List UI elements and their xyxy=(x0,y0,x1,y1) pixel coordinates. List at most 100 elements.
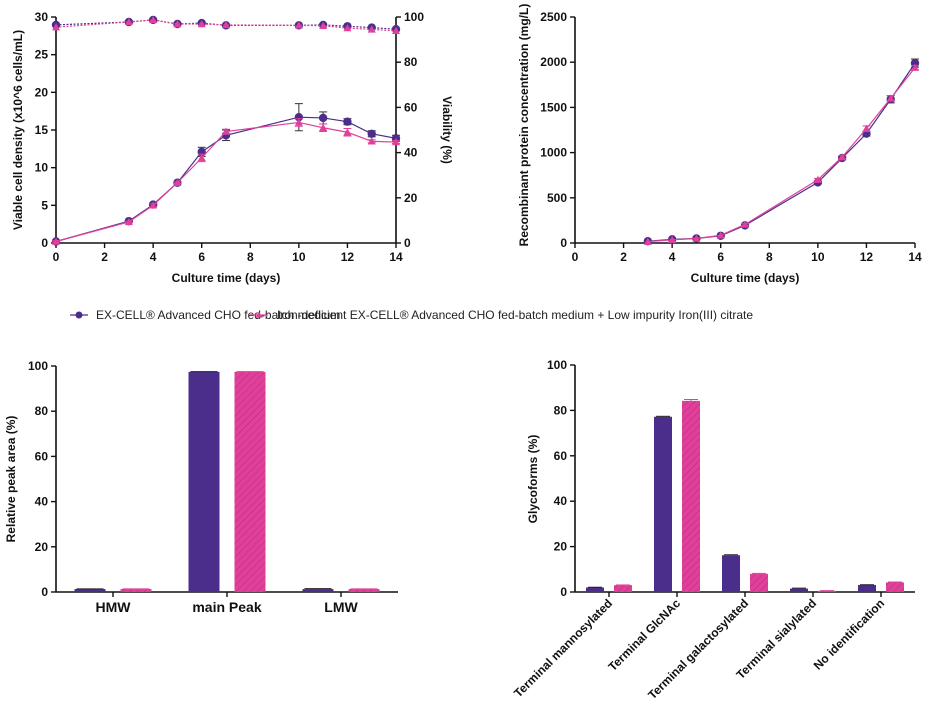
x-tick-label: 8 xyxy=(766,250,773,264)
x-tick-label: 10 xyxy=(292,250,306,264)
category-label: main Peak xyxy=(192,599,261,615)
y-tick-label: 20 xyxy=(35,540,49,554)
y-tick-label: 100 xyxy=(547,358,567,372)
data-point xyxy=(343,128,352,136)
y-tick-label: 100 xyxy=(28,359,48,373)
data-point xyxy=(318,113,328,123)
y2-tick-label: 20 xyxy=(404,191,418,205)
bar-standard xyxy=(858,584,876,592)
bar-standard xyxy=(302,589,334,592)
bar-iron-deficient xyxy=(348,589,380,592)
data-point xyxy=(716,231,725,239)
data-point xyxy=(886,94,895,102)
series-line xyxy=(55,19,397,32)
data-point xyxy=(173,20,182,28)
legend-label-1: Iron-deficient EX-CELL® Advanced CHO fed… xyxy=(277,308,753,322)
c3-ylabel: Glycoforms (%) xyxy=(526,435,540,524)
x-tick-label: 12 xyxy=(860,250,874,264)
y-tick-label: 40 xyxy=(554,494,568,508)
data-point xyxy=(911,63,919,71)
y-tick-label: 1500 xyxy=(540,100,567,114)
data-point xyxy=(668,235,677,244)
x-tick-label: 12 xyxy=(341,250,355,264)
y-tick-label: 60 xyxy=(554,449,568,463)
data-point xyxy=(173,178,182,186)
data-point xyxy=(367,25,376,33)
y2-tick-label: 100 xyxy=(404,10,424,24)
data-point xyxy=(149,201,158,209)
series-3 xyxy=(52,15,400,34)
viable-cell-density-chart: Viable cell density (x10^6 cells/mL) Via… xyxy=(11,10,454,285)
legend-triangle-marker-icon xyxy=(255,311,263,318)
x-tick-label: 6 xyxy=(717,250,724,264)
x-tick-label: 14 xyxy=(908,250,922,264)
data-point xyxy=(392,26,400,34)
series-1 xyxy=(643,63,919,245)
x-tick-label: 6 xyxy=(198,250,205,264)
y-tick-label: 1000 xyxy=(540,146,567,160)
c0-y2label: Viability (%) xyxy=(440,96,454,164)
legend-circle-marker-icon xyxy=(75,311,83,319)
data-point xyxy=(813,175,822,183)
y-tick-label: 80 xyxy=(554,403,568,417)
data-point xyxy=(222,127,230,135)
series-line xyxy=(647,62,916,242)
data-point xyxy=(294,21,303,29)
series-1 xyxy=(52,118,400,245)
data-point xyxy=(52,23,60,31)
data-point xyxy=(367,137,376,145)
y-tick-label: 30 xyxy=(35,10,49,24)
category-label: LMW xyxy=(324,599,358,615)
bar-standard xyxy=(188,371,220,592)
bar-iron-deficient xyxy=(886,582,904,592)
x-tick-label: 0 xyxy=(572,250,579,264)
data-point xyxy=(319,21,328,30)
y-tick-label: 15 xyxy=(35,123,49,137)
category-label: Terminal GlcNAc xyxy=(605,596,683,674)
y-tick-label: 25 xyxy=(35,48,49,62)
series-0 xyxy=(51,103,401,246)
x-tick-label: 2 xyxy=(620,250,627,264)
bar-iron-deficient xyxy=(120,589,152,592)
series-line xyxy=(647,67,916,243)
x-tick-label: 14 xyxy=(389,250,403,264)
y2-tick-label: 60 xyxy=(404,100,418,114)
data-point xyxy=(149,15,158,24)
y-tick-label: 0 xyxy=(560,236,567,250)
bar-iron-deficient xyxy=(682,400,700,592)
c2-ylabel: Relative peak area (%) xyxy=(4,416,18,543)
bar-standard xyxy=(586,587,604,592)
y-tick-label: 500 xyxy=(547,191,567,205)
legend: EX-CELL® Advanced CHO fed-batch medium I… xyxy=(70,308,753,322)
y-tick-label: 20 xyxy=(554,540,568,554)
c1-ylabel: Recombinant protein concentration (mg/L) xyxy=(517,4,531,247)
series-0 xyxy=(643,58,920,246)
bar-iron-deficient xyxy=(750,573,768,592)
data-point xyxy=(343,117,352,126)
data-point xyxy=(692,234,701,242)
c0-ylabel: Viable cell density (x10^6 cells/mL) xyxy=(11,30,25,230)
relative-peak-area-chart: Relative peak area (%) 0 20 40 60 80 100 HMW ma… xyxy=(4,359,398,615)
y2-tick-label: 0 xyxy=(404,236,411,250)
data-point xyxy=(124,17,133,26)
y-tick-label: 40 xyxy=(35,495,49,509)
data-point xyxy=(319,123,328,131)
data-point xyxy=(197,153,206,162)
y2-tick-label: 40 xyxy=(404,146,418,160)
data-point xyxy=(52,237,60,245)
y-tick-label: 20 xyxy=(35,85,49,99)
category-label: HMW xyxy=(96,599,132,615)
y-tick-label: 0 xyxy=(560,585,567,599)
legend-label-0: EX-CELL® Advanced CHO fed-batch medium xyxy=(96,308,340,322)
data-point xyxy=(392,138,400,146)
data-point xyxy=(197,20,206,28)
data-point xyxy=(367,129,376,138)
c0-xlabel: Culture time (days) xyxy=(172,271,281,285)
glycoforms-chart: Glycoforms (%) 0 20 40 60 80 100 Terminal mann… xyxy=(511,358,915,702)
x-tick-label: 0 xyxy=(53,250,60,264)
legend-item-0: EX-CELL® Advanced CHO fed-batch medium xyxy=(70,308,340,322)
x-tick-label: 4 xyxy=(150,250,157,264)
data-point xyxy=(294,112,304,122)
y-tick-label: 0 xyxy=(41,236,48,250)
